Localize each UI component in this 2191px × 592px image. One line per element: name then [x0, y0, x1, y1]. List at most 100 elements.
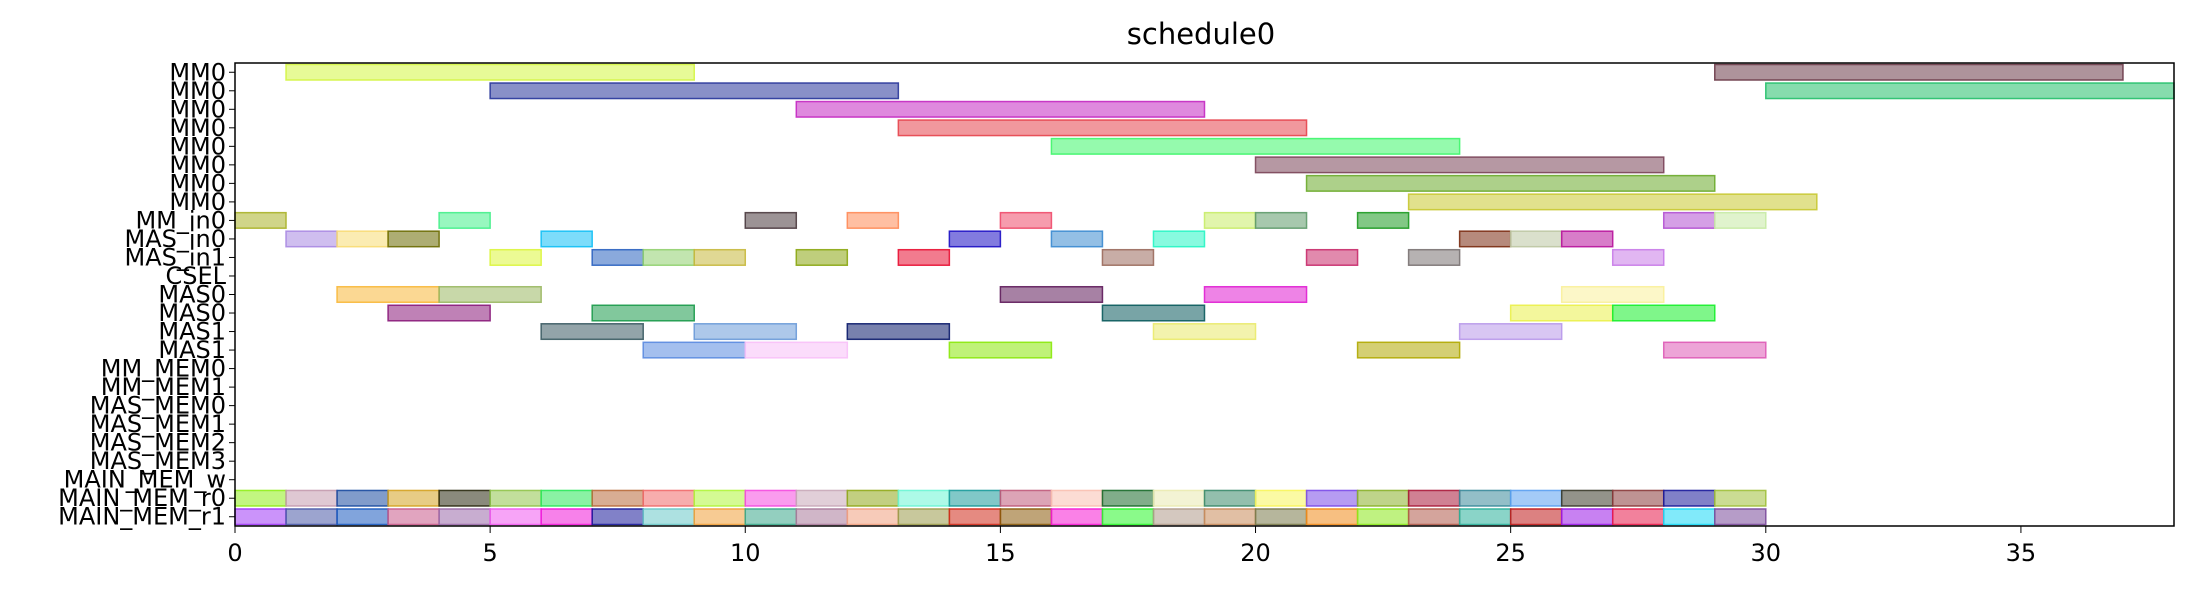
task-bar	[1203, 211, 1257, 229]
y-tick-label: MAS_in1	[124, 243, 226, 271]
y-tick-label: CSEL	[165, 262, 226, 290]
task-bar	[795, 489, 849, 507]
task-bar	[846, 508, 900, 526]
task-bar	[1305, 489, 1359, 507]
task-bar	[744, 341, 849, 359]
task-bar	[846, 489, 900, 507]
y-tick-label: MM0	[169, 132, 226, 160]
y-tick-label: MM0	[169, 188, 226, 216]
task-bar	[897, 248, 951, 266]
task-bar	[1662, 341, 1767, 359]
task-bar	[999, 211, 1053, 229]
x-tick-label: 10	[730, 539, 761, 567]
task-bar	[1356, 489, 1410, 507]
task-bar	[1050, 230, 1104, 248]
task-bar	[1407, 489, 1461, 507]
task-bar	[336, 489, 389, 507]
task-bar	[1611, 508, 1665, 526]
bars-layer	[234, 63, 2175, 526]
task-bar	[1305, 248, 1359, 266]
task-bar	[285, 508, 338, 526]
task-bar	[1611, 304, 1716, 322]
task-bar	[744, 489, 798, 507]
y-tick-label: MAS_in0	[124, 225, 226, 253]
task-bar	[1458, 230, 1512, 248]
y-tick-label: MAS1	[158, 318, 226, 346]
x-tick-label: 30	[1751, 539, 1782, 567]
task-bar	[999, 489, 1053, 507]
task-bar	[591, 508, 644, 526]
task-bar	[795, 100, 1206, 118]
task-bar	[1101, 508, 1155, 526]
task-bar	[1560, 285, 1665, 304]
task-bar	[285, 489, 338, 507]
y-tick-label: MAIN_MEM_r0	[58, 484, 226, 512]
task-bar	[489, 82, 900, 100]
task-bar	[1254, 508, 1308, 526]
y-tick-label: MAS1	[158, 336, 226, 364]
task-bar	[1560, 508, 1614, 526]
task-bar	[948, 341, 1053, 359]
task-bar	[642, 341, 747, 359]
y-tick-label: MM0	[169, 77, 226, 105]
y-tick-label: MAS_MEM3	[90, 447, 226, 475]
task-bar	[1152, 323, 1257, 341]
y-tick-label: MM_MEM0	[101, 355, 226, 383]
task-bar	[1458, 323, 1563, 341]
y-tick-label: MM0	[169, 169, 226, 197]
y-tick-label: MM0	[169, 114, 226, 142]
task-bar	[1203, 508, 1257, 526]
task-bar	[1662, 211, 1716, 229]
task-bar	[1152, 489, 1206, 507]
task-bar	[693, 248, 747, 266]
task-bar	[234, 211, 287, 229]
task-bar	[591, 304, 695, 322]
x-tick-label: 25	[1495, 539, 1526, 567]
task-bar	[1611, 248, 1665, 266]
task-bar	[540, 323, 644, 341]
task-bar	[1509, 489, 1563, 507]
task-bar	[744, 211, 798, 229]
task-bar	[846, 211, 900, 229]
y-tick-label: MAS_MEM2	[90, 429, 226, 457]
task-bar	[744, 508, 798, 526]
task-bar	[795, 248, 849, 266]
task-bar	[1254, 156, 1665, 174]
task-bar	[336, 230, 389, 248]
task-bar	[1714, 211, 1767, 229]
task-bar	[693, 323, 798, 341]
task-bar	[999, 508, 1053, 526]
x-tick-label: 15	[985, 539, 1016, 567]
task-bar	[1611, 489, 1665, 507]
task-bar	[1560, 489, 1614, 507]
y-axis-labels: MM0MM0MM0MM0MM0MM0MM0MM0MM_in0MAS_in0MAS…	[58, 58, 235, 531]
x-tick-label: 5	[482, 539, 497, 567]
task-bar	[1509, 508, 1563, 526]
task-bar	[285, 230, 338, 248]
task-bar	[336, 508, 389, 526]
task-bar	[336, 285, 440, 304]
y-tick-label: MM_MEM1	[101, 373, 226, 401]
task-bar	[1050, 508, 1104, 526]
task-bar	[1356, 211, 1410, 229]
task-bar	[1050, 137, 1461, 155]
task-bar	[642, 489, 695, 507]
x-tick-label: 0	[227, 539, 242, 567]
task-bar	[1714, 63, 2124, 81]
task-bar	[1356, 508, 1410, 526]
y-tick-label: MAS_MEM0	[90, 392, 226, 420]
task-bar	[438, 285, 542, 304]
task-bar	[1305, 508, 1359, 526]
task-bar	[591, 248, 644, 266]
y-tick-label: MM0	[169, 58, 226, 86]
task-bar	[1101, 489, 1155, 507]
y-tick-label: MM_in0	[135, 206, 226, 234]
task-bar	[897, 119, 1308, 137]
task-bar	[1714, 489, 1767, 507]
task-bar	[1203, 285, 1308, 304]
task-bar	[387, 489, 440, 507]
task-bar	[1407, 508, 1461, 526]
task-bar	[1407, 248, 1461, 266]
task-bar	[1101, 304, 1206, 322]
y-tick-label: MAS0	[158, 281, 226, 309]
